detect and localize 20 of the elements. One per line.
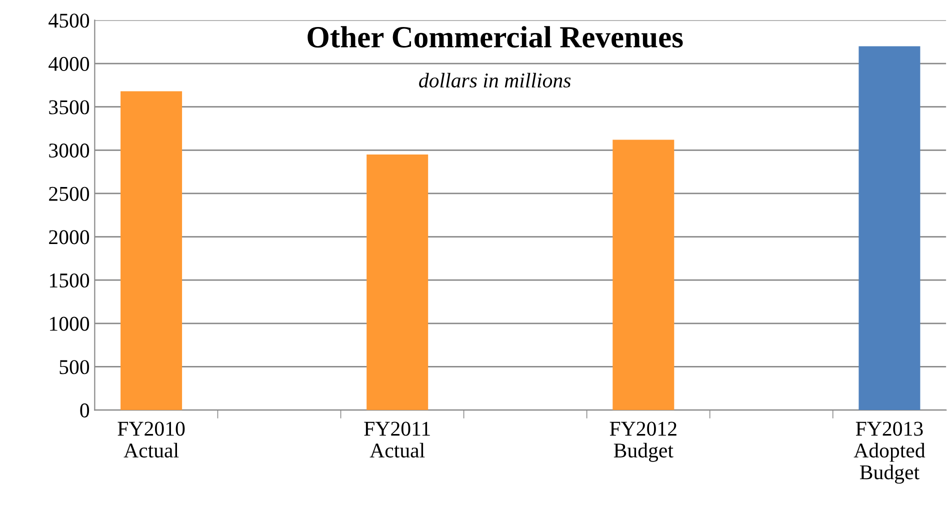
bar xyxy=(366,154,428,410)
y-tick-label: 1000 xyxy=(50,316,90,331)
y-tick-label: 1500 xyxy=(50,273,90,288)
y-tick-label: 3000 xyxy=(49,144,90,158)
y-tick-label: 0 xyxy=(80,403,90,418)
x-tick-label: FY2010 Actual xyxy=(118,422,185,458)
x-tick-label: FY2012 Budget xyxy=(610,422,676,462)
text: dollars in millions xyxy=(419,72,571,88)
chart-title: Other Commercial Revenues xyxy=(308,26,683,48)
y-tick-label: 500 xyxy=(60,360,90,374)
y-tick-label: 4000 xyxy=(48,56,90,71)
y-tick-label: 3500 xyxy=(49,100,90,114)
y-tick-label: 2000 xyxy=(49,230,90,244)
y-tick-label: 2500 xyxy=(49,186,90,201)
x-tick-label: FY2011 Actual xyxy=(364,422,430,458)
bar xyxy=(612,140,674,410)
x-tick-label: FY2013 Adopted Budget xyxy=(854,422,926,484)
bar xyxy=(858,46,920,410)
bar xyxy=(120,91,182,410)
y-tick-label: 4500 xyxy=(48,14,90,28)
